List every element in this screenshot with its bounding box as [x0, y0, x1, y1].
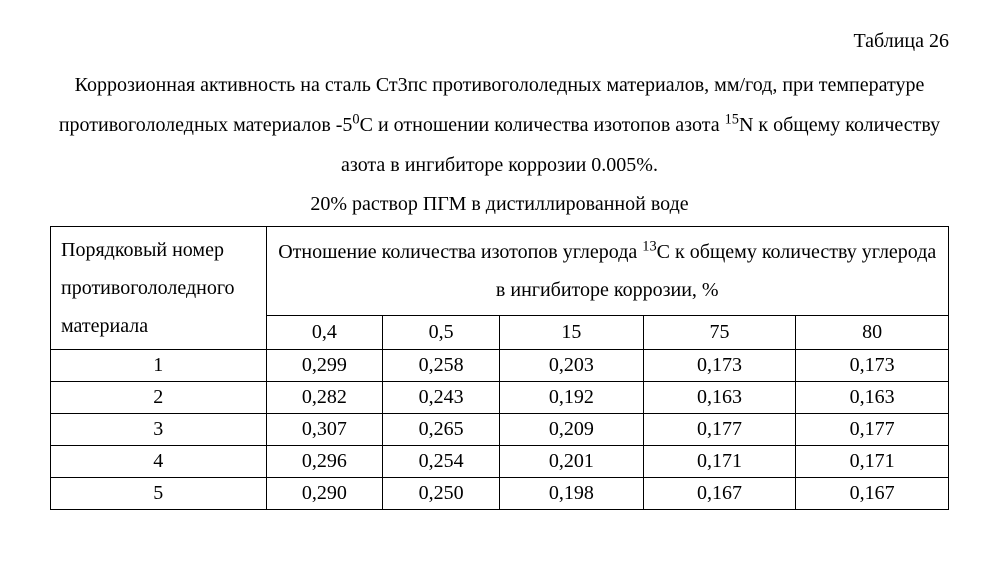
- cell-value: 0,265: [383, 414, 500, 446]
- cell-value: 0,254: [383, 446, 500, 478]
- row-index: 5: [51, 478, 267, 510]
- cell-value: 0,167: [643, 478, 796, 510]
- cell-value: 0,258: [383, 350, 500, 382]
- col-span-header: Отношение количества изотопов углерода 1…: [266, 227, 948, 316]
- cell-value: 0,296: [266, 446, 383, 478]
- cell-value: 0,203: [499, 350, 643, 382]
- data-table: Порядковый номер противогололедного мате…: [50, 226, 949, 510]
- cell-value: 0,173: [796, 350, 949, 382]
- cell-value: 0,307: [266, 414, 383, 446]
- row-header: Порядковый номер противогололедного мате…: [51, 227, 267, 350]
- cell-value: 0,177: [796, 414, 949, 446]
- table-body: 10,2990,2580,2030,1730,17320,2820,2430,1…: [51, 350, 949, 510]
- table-number-label: Таблица 26: [50, 30, 949, 53]
- cell-value: 0,167: [796, 478, 949, 510]
- table-row: 30,3070,2650,2090,1770,177: [51, 414, 949, 446]
- column-header: 15: [499, 316, 643, 350]
- row-index: 1: [51, 350, 267, 382]
- table-caption: Коррозионная активность на сталь Ст3пс п…: [50, 65, 949, 185]
- cell-value: 0,299: [266, 350, 383, 382]
- table-row: 20,2820,2430,1920,1630,163: [51, 382, 949, 414]
- cell-value: 0,201: [499, 446, 643, 478]
- cell-value: 0,250: [383, 478, 500, 510]
- row-index: 3: [51, 414, 267, 446]
- cell-value: 0,290: [266, 478, 383, 510]
- cell-value: 0,282: [266, 382, 383, 414]
- cell-value: 0,171: [643, 446, 796, 478]
- cell-value: 0,163: [796, 382, 949, 414]
- table-row: 10,2990,2580,2030,1730,173: [51, 350, 949, 382]
- cell-value: 0,198: [499, 478, 643, 510]
- cell-value: 0,163: [643, 382, 796, 414]
- column-header: 75: [643, 316, 796, 350]
- row-index: 2: [51, 382, 267, 414]
- column-header: 0,5: [383, 316, 500, 350]
- table-row: 40,2960,2540,2010,1710,171: [51, 446, 949, 478]
- cell-value: 0,173: [643, 350, 796, 382]
- cell-value: 0,243: [383, 382, 500, 414]
- row-index: 4: [51, 446, 267, 478]
- column-header: 80: [796, 316, 949, 350]
- table-subcaption: 20% раствор ПГМ в дистиллированной воде: [50, 193, 949, 216]
- column-header: 0,4: [266, 316, 383, 350]
- table-row: 50,2900,2500,1980,1670,167: [51, 478, 949, 510]
- cell-value: 0,209: [499, 414, 643, 446]
- cell-value: 0,177: [643, 414, 796, 446]
- cell-value: 0,171: [796, 446, 949, 478]
- cell-value: 0,192: [499, 382, 643, 414]
